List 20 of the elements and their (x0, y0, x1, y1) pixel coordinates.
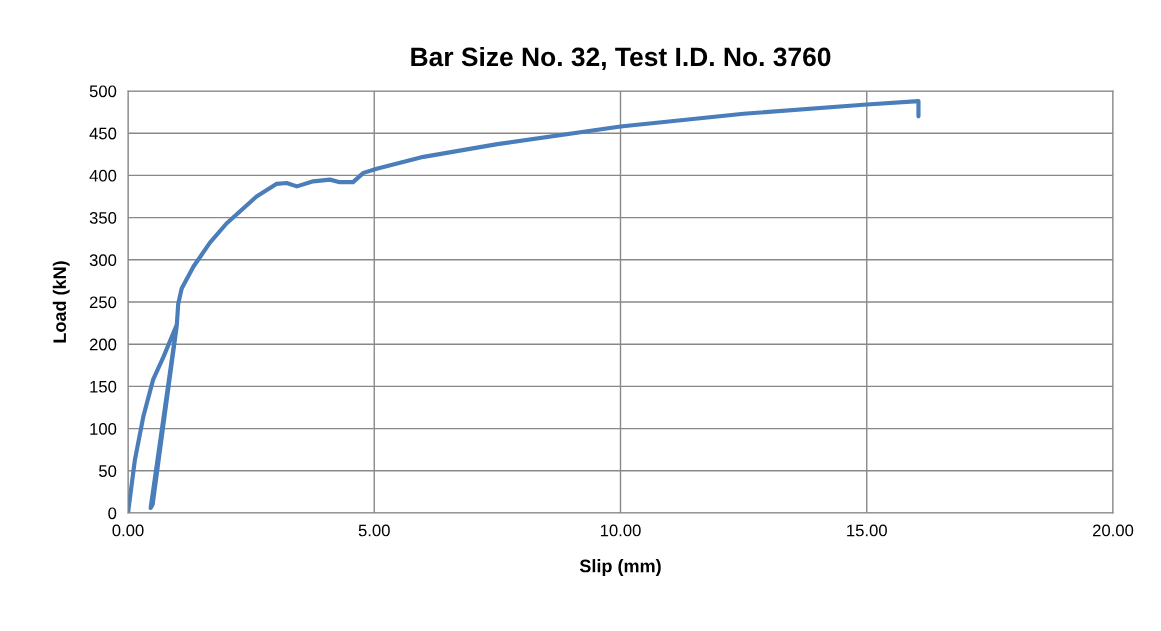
y-tick-label: 50 (99, 465, 117, 477)
x-tick-label: 5.00 (358, 524, 390, 537)
y-tick-label: 0 (108, 507, 117, 520)
y-tick-label: 200 (89, 338, 117, 351)
y-tick-label: 100 (90, 423, 117, 435)
y-tick-label: 400 (89, 169, 117, 182)
line-series (128, 99, 921, 513)
y-tick-label: 500 (89, 85, 117, 98)
y-tick-label: 450 (89, 127, 117, 140)
x-axis-title: Slip (mm) (579, 559, 661, 576)
x-tick-label: 0.00 (112, 524, 144, 537)
y-tick-label: 250 (89, 296, 117, 309)
y-axis-title: Load (kN) (52, 261, 70, 343)
chart-title: Bar Size No. 32, Test I.D. No. 3760 (411, 46, 831, 71)
x-tick-label: 20.00 (1092, 524, 1134, 537)
y-tick-label: 150 (90, 380, 117, 393)
x-tick-label: 15.00 (847, 524, 887, 537)
x-tick-label: 10.00 (600, 524, 641, 537)
y-tick-label: 350 (89, 212, 117, 224)
y-tick-label: 300 (89, 254, 117, 266)
